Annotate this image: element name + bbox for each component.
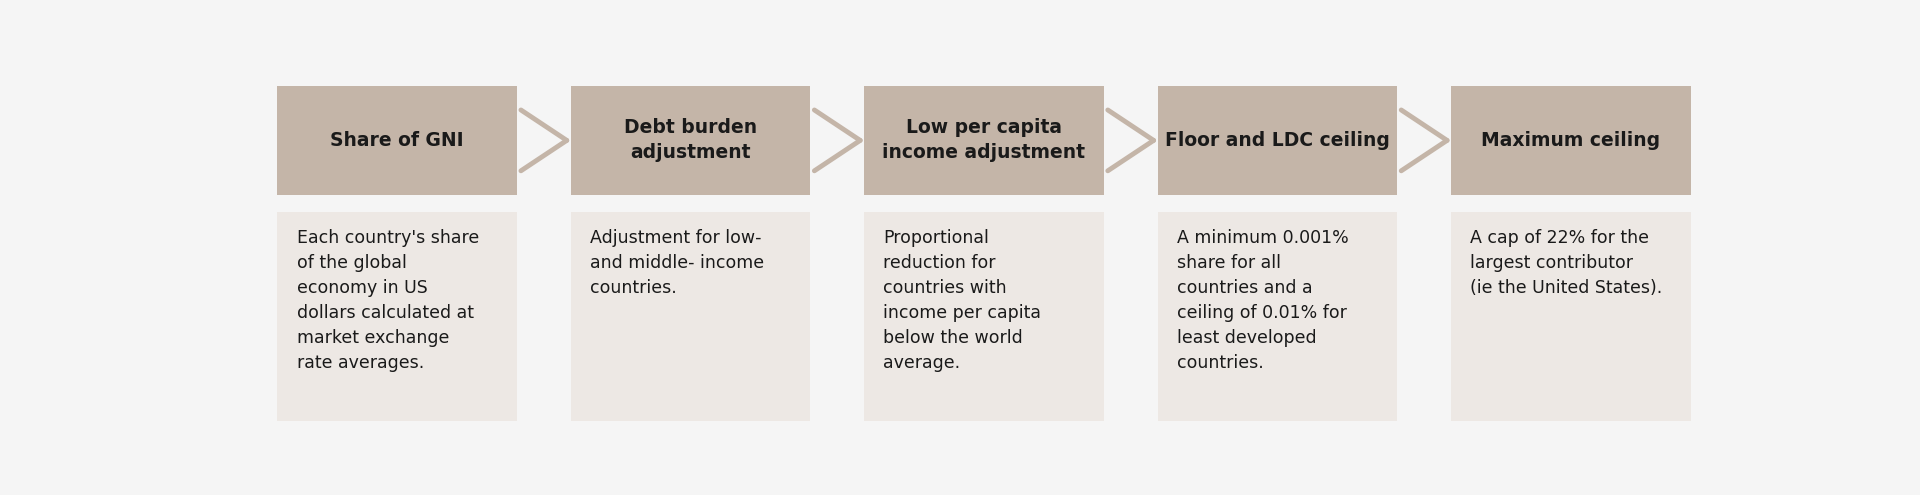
Text: Each country's share
of the global
economy in US
dollars calculated at
market ex: Each country's share of the global econo… [296,229,478,372]
Bar [1158,86,1398,195]
Bar [570,86,810,195]
Text: A minimum 0.001%
share for all
countries and a
ceiling of 0.01% for
least develo: A minimum 0.001% share for all countries… [1177,229,1348,372]
Text: Share of GNI: Share of GNI [330,131,465,150]
Text: A cap of 22% for the
largest contributor
(ie the United States).: A cap of 22% for the largest contributor… [1471,229,1663,297]
Text: Debt burden
adjustment: Debt burden adjustment [624,118,756,162]
Text: Maximum ceiling: Maximum ceiling [1482,131,1661,150]
Text: Floor and LDC ceiling: Floor and LDC ceiling [1165,131,1390,150]
Bar [864,86,1104,195]
Bar [276,86,516,195]
Bar [1158,212,1398,422]
Text: Proportional
reduction for
countries with
income per capita
below the world
aver: Proportional reduction for countries wit… [883,229,1041,372]
Bar [570,212,810,422]
Bar [1452,86,1692,195]
Text: Adjustment for low-
and middle- income
countries.: Adjustment for low- and middle- income c… [589,229,764,297]
Bar [864,212,1104,422]
Bar [1452,212,1692,422]
Bar [276,212,516,422]
Text: Low per capita
income adjustment: Low per capita income adjustment [883,118,1085,162]
